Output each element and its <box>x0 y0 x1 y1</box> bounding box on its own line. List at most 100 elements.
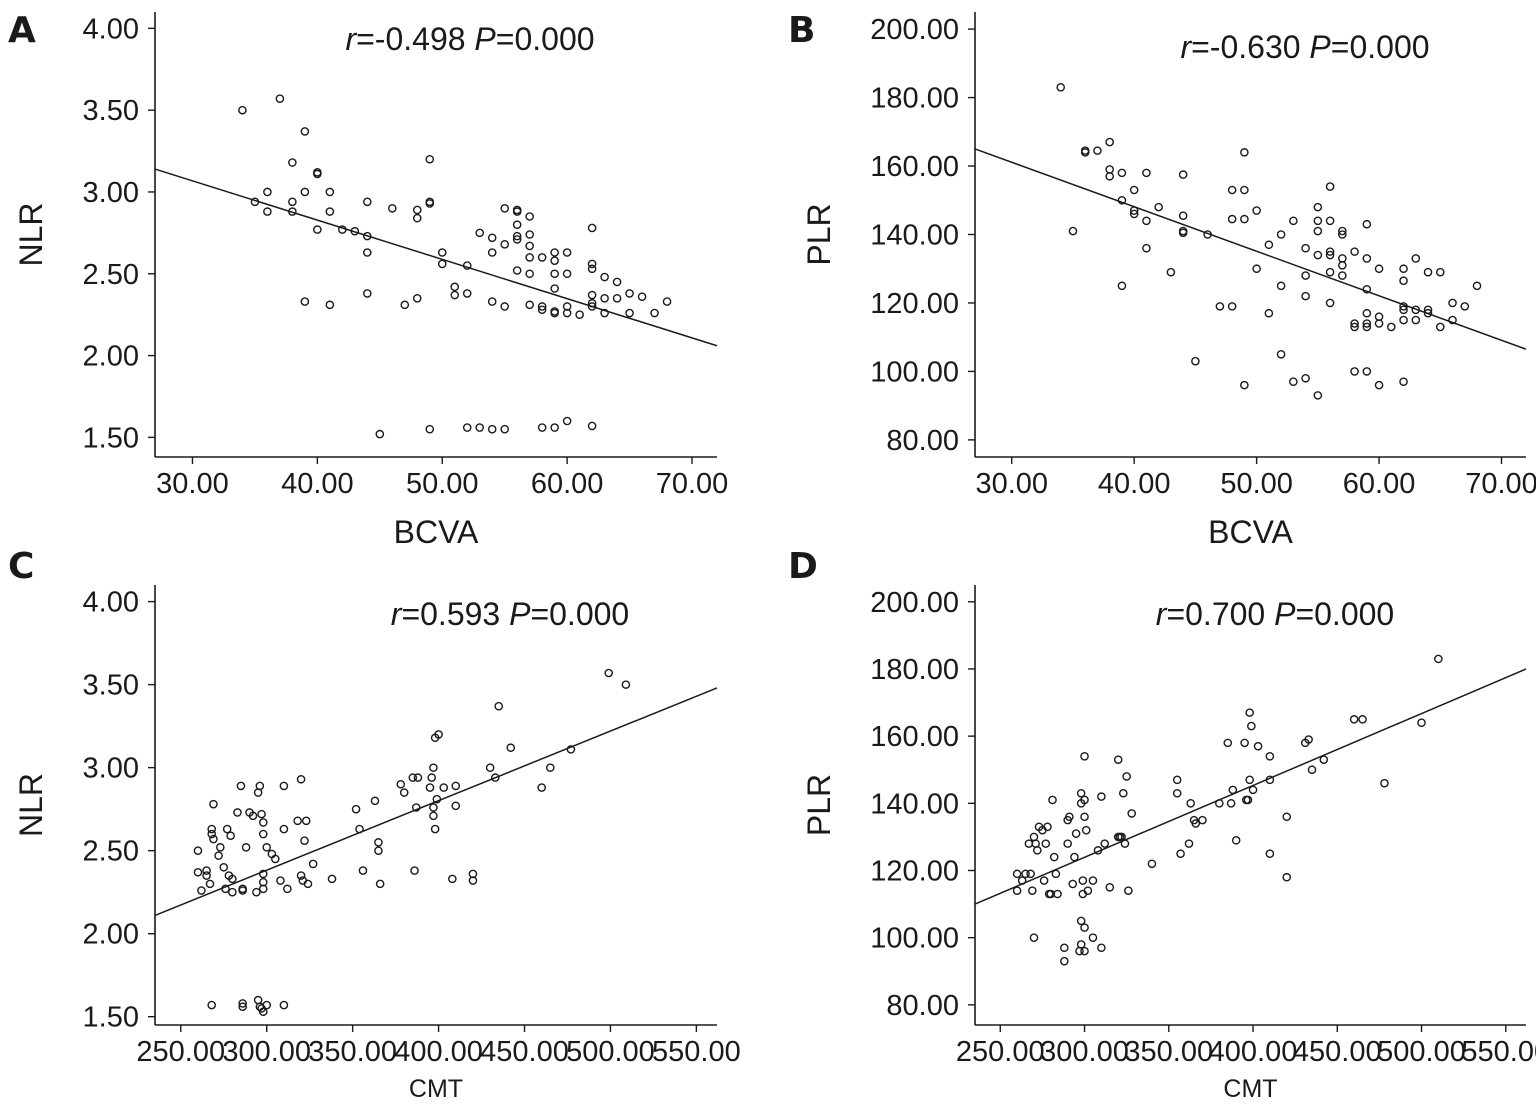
data-point <box>429 763 438 772</box>
data-point <box>1350 367 1359 376</box>
data-point <box>1358 715 1367 724</box>
data-point <box>1070 852 1079 862</box>
x-axis-label: CMT <box>409 1075 463 1103</box>
data-point <box>545 763 555 772</box>
data-point <box>1117 281 1127 291</box>
data-point <box>506 743 516 753</box>
data-point <box>550 269 559 279</box>
data-point <box>271 854 280 864</box>
data-point <box>222 824 232 834</box>
data-point <box>1264 240 1274 250</box>
y-axis-label: NLR <box>13 202 49 266</box>
data-point <box>338 225 347 234</box>
data-point <box>1178 170 1188 179</box>
x-tick-label: 250.00 <box>136 1036 225 1068</box>
data-point <box>434 730 443 739</box>
data-point <box>1435 267 1445 277</box>
x-tick-label: 30.00 <box>975 468 1048 500</box>
data-point <box>399 788 409 797</box>
data-point <box>1374 264 1384 274</box>
data-point <box>425 154 435 164</box>
data-point <box>485 763 495 772</box>
data-point <box>1142 168 1151 178</box>
data-point <box>1083 886 1093 895</box>
data-point <box>1387 322 1396 332</box>
regression-line <box>154 168 718 347</box>
data-point <box>1374 319 1384 328</box>
data-point <box>487 248 497 257</box>
data-point <box>512 235 522 244</box>
data-point <box>275 94 285 104</box>
data-point <box>363 197 372 207</box>
data-point <box>1319 755 1329 764</box>
data-point <box>1240 214 1249 224</box>
data-point <box>1411 315 1421 325</box>
data-point <box>410 866 419 875</box>
stat-r-value: =0.593 <box>401 596 509 632</box>
data-point <box>241 843 251 852</box>
data-point <box>1243 795 1253 805</box>
data-point <box>1362 254 1372 263</box>
data-point <box>487 297 497 306</box>
data-point <box>279 781 289 791</box>
y-tick-label: 100.00 <box>870 923 959 955</box>
data-point <box>587 302 597 311</box>
data-point <box>1325 182 1335 191</box>
data-point <box>1176 849 1185 859</box>
data-point <box>283 884 292 894</box>
data-point <box>226 831 235 841</box>
data-point <box>233 808 242 817</box>
data-point <box>450 282 460 292</box>
data-point <box>1399 315 1408 325</box>
data-point <box>1362 367 1372 376</box>
data-point <box>437 248 447 257</box>
data-point <box>462 289 472 298</box>
data-point <box>1060 956 1069 966</box>
data-point <box>300 836 309 845</box>
data-point <box>1178 228 1188 238</box>
data-point <box>662 297 672 306</box>
data-point <box>525 253 534 262</box>
data-point <box>1374 380 1384 390</box>
x-tick-label: 300.00 <box>222 1036 311 1068</box>
data-point <box>1080 812 1089 822</box>
data-point <box>430 824 440 834</box>
data-point <box>238 1002 247 1012</box>
data-point <box>1078 876 1088 885</box>
data-point <box>1325 216 1335 226</box>
data-point <box>236 781 246 791</box>
data-point <box>1093 146 1102 155</box>
data-point <box>296 774 306 784</box>
data-point <box>1203 230 1212 239</box>
data-point <box>437 259 447 269</box>
data-point <box>279 824 289 834</box>
regression-line <box>154 687 718 917</box>
data-point <box>429 811 438 821</box>
panel-b: B 30.00 40.00 50.00 60.00 70.00 80.00 100.00 120… <box>788 10 1536 550</box>
correlation-annotation: r=0.593 P=0.000 <box>391 596 629 632</box>
x-tick-label: 400.00 <box>1209 1036 1298 1068</box>
data-point <box>1117 832 1126 842</box>
data-point <box>1223 738 1233 748</box>
data-point <box>1105 137 1114 147</box>
data-point <box>1017 876 1027 885</box>
data-point <box>1362 322 1372 332</box>
data-point <box>1142 216 1151 226</box>
data-point <box>1325 298 1335 308</box>
data-point <box>500 240 509 249</box>
data-point <box>550 308 559 318</box>
data-point <box>1178 211 1188 220</box>
data-point <box>1247 721 1256 731</box>
y-tick-label: 3.00 <box>83 177 139 209</box>
x-tick-label: 60.00 <box>1343 468 1416 500</box>
data-point <box>600 272 609 282</box>
data-point <box>250 197 260 207</box>
data-point <box>279 1000 289 1010</box>
y-tick-label: 100.00 <box>870 356 959 388</box>
data-point <box>1049 852 1059 862</box>
data-point <box>537 783 546 792</box>
x-tick-label: 50.00 <box>406 468 479 500</box>
data-point <box>238 105 247 115</box>
data-point <box>1076 788 1086 798</box>
data-point <box>1276 350 1286 359</box>
